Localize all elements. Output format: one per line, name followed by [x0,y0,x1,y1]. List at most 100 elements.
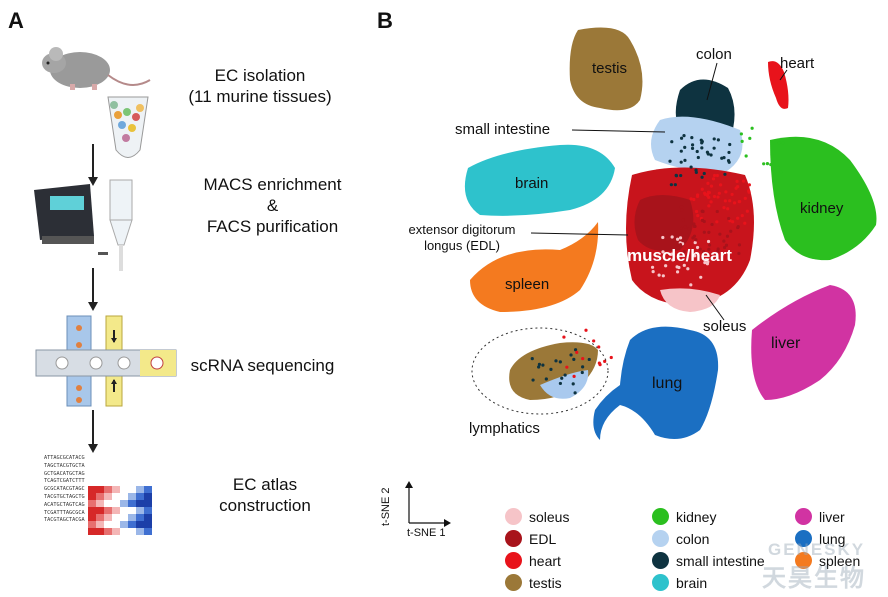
scatter-point [747,183,751,187]
scatter-point [715,220,719,224]
legend-swatch [652,574,669,591]
scatter-point [670,252,674,256]
scatter-point [750,126,754,130]
scatter-point [580,370,584,375]
legend-swatch [652,552,669,569]
heatmap-cell [112,500,120,507]
scatter-point [706,152,710,156]
scatter-point [712,146,716,150]
panel-a-label: A [8,8,24,33]
scatter-point [745,209,749,213]
scatter-point [700,175,704,179]
scatter-point [668,159,672,163]
sequence-line: TCGATTTAGCGCA [44,509,85,516]
label-testis: testis [592,60,628,77]
cluster-edl [634,195,694,252]
scatter-point [692,197,696,202]
scatter-point [739,132,743,136]
legend-item: heart [505,552,561,569]
scatter-point [683,145,687,149]
sequence-line: TAGCTACGTGCTA [44,462,85,469]
scatter-point [692,234,697,238]
scatter-point [706,239,711,244]
scatter-point [700,146,704,150]
scatter-point [690,146,695,150]
scatter-point [727,160,731,164]
heatmap-cell [120,507,128,514]
label-colon: colon [696,46,732,63]
scatter-point [581,356,585,361]
scatter-point [726,207,730,211]
scatter-point [715,173,719,178]
scatter-point [706,181,710,186]
heatmap-cell [136,507,144,514]
scatter-point [736,216,740,220]
heatmap-cell [144,500,152,507]
scatter-point [681,218,685,222]
scatter-point [592,339,596,343]
scatter-point [725,234,730,238]
legend-label: heart [529,552,561,569]
heatmap-cell [120,528,128,535]
scatter-point [696,214,700,218]
label-brain: brain [515,175,549,192]
label-muscle-heart: muscle/heart [627,246,732,265]
legend-label: soleus [529,508,570,525]
scatter-point [727,216,731,221]
scatter-point [707,230,711,235]
axis-arrows [405,481,451,527]
scatter-point [569,353,573,357]
legend-item: EDL [505,530,556,547]
scatter-point [671,258,675,262]
legend-swatch [652,508,669,525]
heatmap-cell [88,521,96,528]
scatter-point [687,227,691,231]
scatter-point [565,365,569,369]
flow-arrow-2 [88,268,98,311]
scatter-point [702,230,706,234]
sequence-line: GCGCATACGTAGC [44,486,85,493]
scatter-point [679,173,683,178]
scatter-point [678,242,683,247]
scatter-point [708,243,712,247]
scatter-point [700,218,705,222]
scatter-point [716,195,720,199]
scatter-point [554,359,558,363]
scatter-point [541,363,545,367]
scatter-point [685,233,689,237]
scatter-point [682,134,686,138]
scatter-point [701,250,706,254]
scatter-point [537,365,541,369]
scatter-point [572,357,576,361]
heatmap-cell [88,493,96,500]
scatter-point [689,165,693,169]
scatter-point [558,360,562,364]
scatter-point [740,139,744,144]
legend-swatch [795,530,812,547]
label-small-intestine: small intestine [455,121,551,138]
scatter-point [699,275,703,279]
scatter-point [695,149,699,154]
scatter-point [573,391,577,395]
legend-label: spleen [819,552,861,569]
legend-item: brain [652,574,707,591]
scatter-point [537,362,542,366]
scatter-point [769,162,773,167]
scatter-point [716,249,720,253]
heatmap-cell [144,514,152,521]
legend-item: spleen [795,552,860,569]
scatter-point [690,136,694,140]
scatter-point [695,193,700,197]
scatter-point [695,245,700,250]
scatter-point [744,154,748,158]
scatter-point [544,377,548,381]
scatter-point [573,348,578,352]
legend-label: liver [819,508,845,525]
sequence-line: TCAGTCGATCTTT [44,478,85,485]
scatter-point [694,170,698,174]
heatmap-cell [104,528,112,535]
legend-item: lung [795,530,845,547]
scatter-point [609,355,613,360]
scatter-point [700,187,704,191]
scatter-point [693,254,697,258]
